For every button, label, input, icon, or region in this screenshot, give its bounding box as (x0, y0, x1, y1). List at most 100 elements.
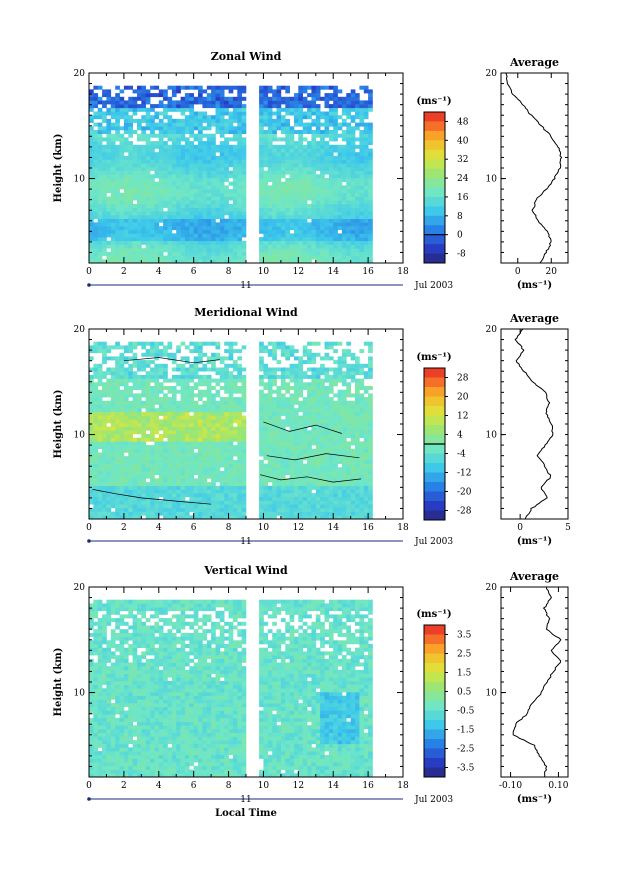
heatmap-cell (285, 240, 290, 245)
heatmap-cell (298, 448, 303, 453)
heatmap-cell (350, 226, 356, 231)
heatmap-cell (137, 222, 142, 227)
heatmap-cell (219, 115, 225, 120)
heatmap-cell (311, 493, 317, 498)
heatmap-cell (189, 452, 194, 457)
heatmap-cell (272, 422, 277, 427)
heatmap-cell (137, 259, 142, 264)
heatmap-cell (324, 155, 330, 160)
heatmap-cell (206, 200, 212, 205)
heatmap-cell (272, 408, 277, 413)
heatmap-cell (102, 259, 107, 264)
heatmap-cell (145, 152, 151, 157)
heatmap-cell (180, 485, 186, 490)
heatmap-cell (211, 192, 216, 197)
heatmap-cell (180, 430, 186, 435)
heatmap-cell (272, 493, 277, 498)
heatmap-cell (337, 126, 343, 131)
heatmap-cell (158, 389, 164, 394)
heatmap-cell (228, 126, 234, 131)
heatmap-cell (102, 237, 107, 242)
heatmap-cell (341, 122, 347, 127)
heatmap-cell (272, 507, 277, 512)
heatmap-cell (311, 122, 317, 127)
heatmap-cell (202, 192, 208, 197)
heatmap-cell (228, 493, 234, 498)
heatmap-cell (89, 203, 94, 208)
heatmap-cell (259, 152, 264, 157)
heatmap-cell (285, 419, 290, 424)
heatmap-cell (193, 133, 199, 138)
heatmap-cell (294, 378, 299, 383)
heatmap-cell (311, 463, 317, 468)
heatmap-cell (267, 166, 273, 171)
heatmap-cell (93, 400, 99, 405)
heatmap-cell (93, 163, 99, 168)
heatmap-cell (137, 489, 142, 494)
colorbar-swatch (424, 234, 445, 245)
heatmap-cell (294, 515, 299, 520)
heatmap-cell (294, 155, 299, 160)
heatmap-cell (315, 500, 321, 505)
heatmap-cell (320, 196, 325, 201)
heatmap-cell (285, 178, 290, 182)
heatmap-cell (259, 507, 264, 512)
heatmap-cell (198, 507, 203, 512)
heatmap-cell (294, 482, 299, 487)
heatmap-cell (102, 500, 107, 505)
heatmap-cell (219, 445, 225, 450)
heatmap-cell (224, 163, 229, 168)
heatmap-cell (171, 203, 177, 208)
heatmap-cell (110, 104, 116, 109)
heatmap-cell (145, 115, 151, 120)
heatmap-cell (184, 485, 190, 490)
heatmap-cell (119, 96, 125, 101)
heatmap-cell (137, 144, 142, 149)
heatmap-cell (93, 386, 99, 390)
heatmap-cell (211, 196, 216, 201)
heatmap-cell (167, 203, 173, 208)
heatmap-cell (102, 233, 107, 238)
heatmap-cell (180, 196, 186, 201)
heatmap-cell (228, 192, 234, 197)
heatmap-cell (215, 111, 221, 116)
heatmap-cell (89, 445, 94, 450)
heatmap-cell (106, 489, 112, 494)
heatmap-cell (219, 215, 225, 219)
heatmap-cell (320, 130, 325, 134)
heatmap-cell (302, 422, 308, 427)
heatmap-cell (311, 248, 317, 253)
heatmap-cell (115, 100, 120, 105)
heatmap-cell (311, 244, 317, 249)
heatmap-cell (93, 141, 99, 146)
heatmap-cell (298, 244, 303, 249)
heatmap-cell (110, 237, 116, 242)
heatmap-cell (311, 200, 317, 205)
heatmap-cells (89, 341, 373, 520)
heatmap-cell (198, 189, 203, 194)
heatmap-cell (167, 115, 173, 120)
heatmap-cell (311, 100, 317, 105)
heatmap-cell (128, 259, 133, 264)
heatmap-cell (341, 255, 347, 260)
heatmap-cell (141, 89, 146, 94)
heatmap-cell (158, 211, 164, 216)
heatmap-cell (228, 349, 234, 354)
heatmap-cell (154, 215, 160, 219)
heatmap-cell (280, 137, 286, 142)
heatmap-cell (224, 170, 229, 175)
heatmap-cell (363, 255, 369, 260)
heatmap-cell (263, 200, 269, 205)
heatmap-cell (307, 111, 312, 116)
heatmap-cell (237, 515, 242, 520)
heatmap-cell (276, 404, 282, 409)
heatmap-cell (132, 107, 138, 112)
heatmap-cell (141, 478, 146, 483)
heatmap-cell (355, 100, 360, 105)
heatmap-cell (193, 345, 199, 350)
heatmap-cell (355, 233, 360, 238)
heatmap-cell (215, 471, 221, 475)
heatmap-cell (132, 118, 138, 123)
heatmap-cell (302, 478, 308, 483)
heatmap-cell (241, 218, 247, 223)
